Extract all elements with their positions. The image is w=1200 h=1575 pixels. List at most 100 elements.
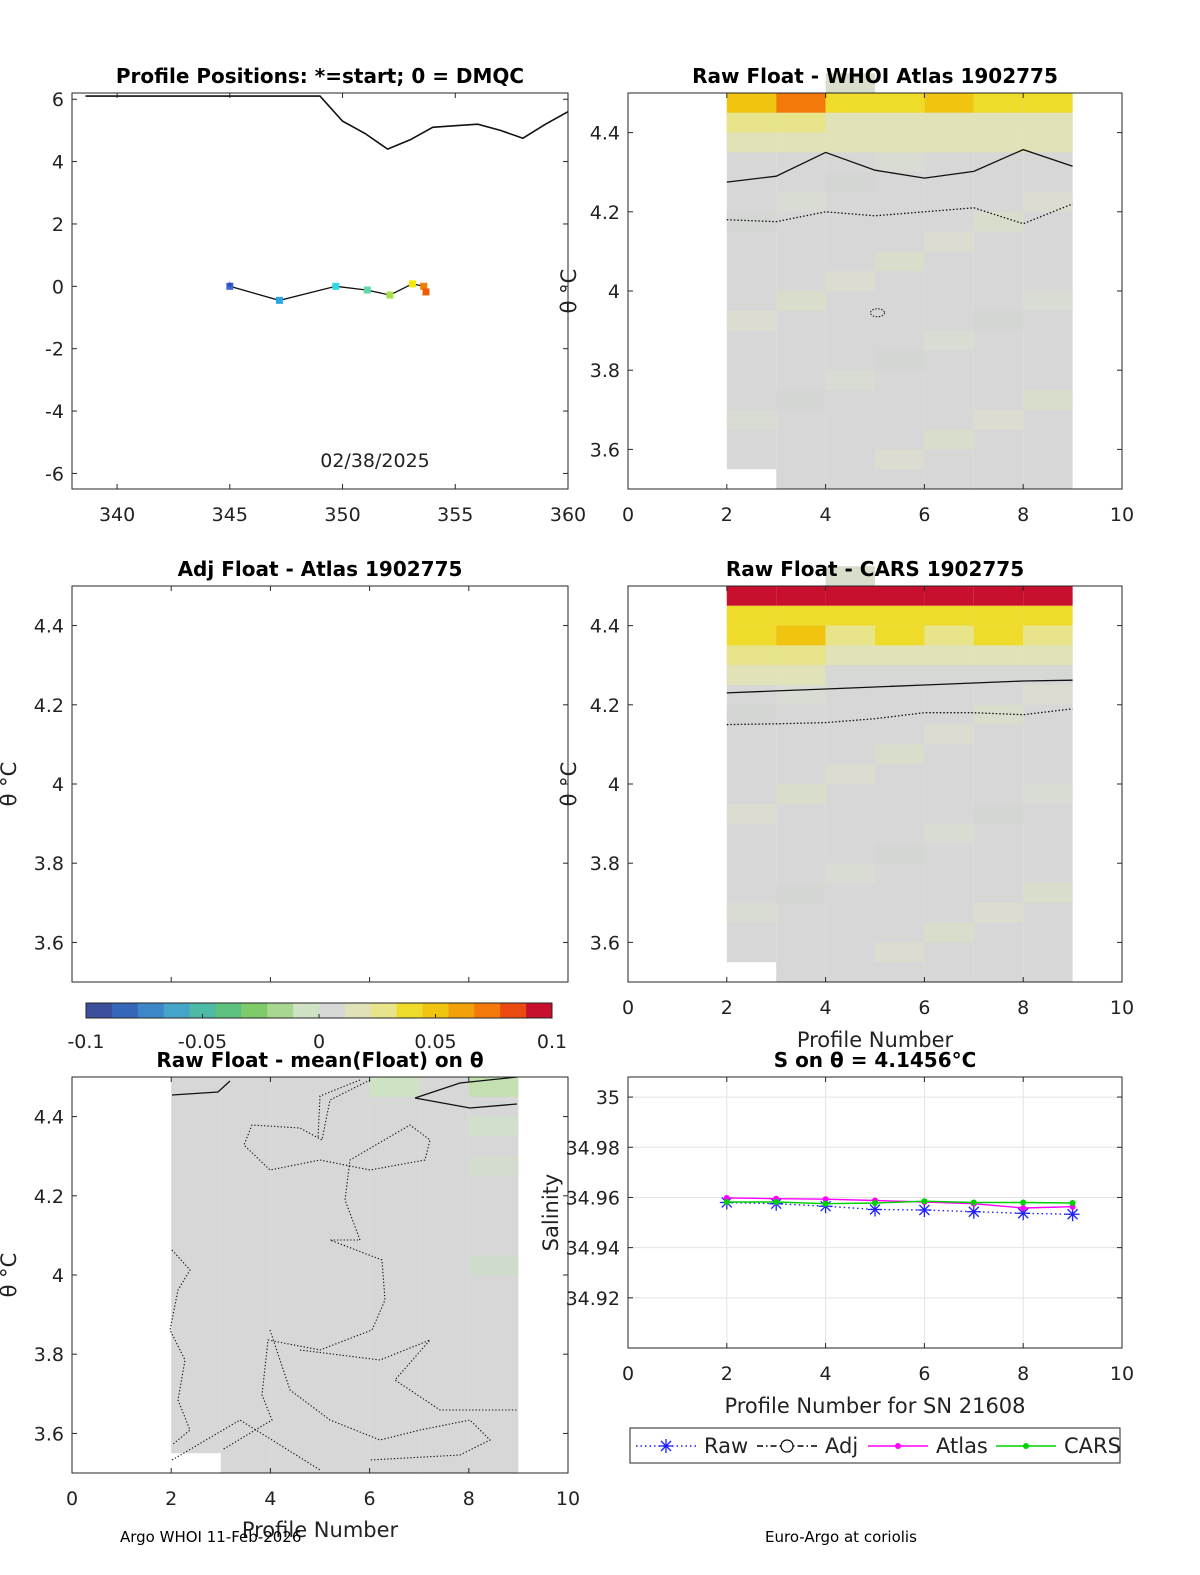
coastline bbox=[85, 95, 569, 151]
raw-cars-ytick-label: 4.2 bbox=[590, 695, 620, 717]
positions-panel: * Profile Positions: *=start; 0 = DMQC 6 4 2… bbox=[45, 64, 586, 526]
series-point-atlas bbox=[1020, 1204, 1027, 1211]
raw-cars-cell bbox=[924, 625, 974, 646]
salinity-panel: S on θ = 4.1456°C 35 34.98 34.96 34.94 34.92 0… bbox=[539, 1048, 1134, 1464]
legend-label-raw: Raw bbox=[704, 1434, 748, 1458]
raw-cars-xtick-label: 4 bbox=[820, 997, 832, 1019]
raw-whoi-xtick-label: 10 bbox=[1110, 504, 1134, 526]
raw-cars-cell bbox=[924, 823, 974, 844]
positions-ytick-label: -4 bbox=[45, 401, 64, 423]
raw-cars-xlabel: Profile Number bbox=[797, 1028, 954, 1052]
raw-whoi-cell bbox=[1023, 112, 1073, 133]
legend-marker-adj bbox=[780, 1439, 794, 1453]
raw-cars-cell bbox=[924, 724, 974, 745]
series-point-cars bbox=[723, 1198, 730, 1205]
raw-whoi-cell bbox=[1023, 291, 1073, 311]
raw-cars-cell bbox=[875, 645, 925, 666]
raw-cars-cell bbox=[973, 704, 1024, 725]
profile-position-point bbox=[386, 291, 394, 299]
raw-whoi-cell bbox=[924, 231, 974, 252]
adj-atlas-ylabel: θ °C bbox=[0, 762, 21, 807]
salinity-title: S on θ = 4.1456°C bbox=[774, 1048, 977, 1072]
raw-whoi-panel: Raw Float - WHOI Atlas 1902775 4.4 4.2 4 3.8… bbox=[557, 64, 1134, 526]
raw-cars-cell bbox=[726, 803, 777, 824]
raw-mean-cell bbox=[468, 1156, 519, 1176]
raw-whoi-cell bbox=[776, 112, 826, 133]
colorbar-swatch bbox=[267, 1003, 294, 1018]
colorbar-swatch bbox=[526, 1003, 553, 1018]
raw-cars-cell bbox=[875, 665, 925, 685]
raw-cars-cell bbox=[825, 566, 875, 586]
legend-marker-raw bbox=[659, 1439, 673, 1453]
raw-cars-cell bbox=[776, 784, 826, 804]
raw-mean-cell bbox=[369, 1077, 420, 1097]
raw-cars-cell bbox=[875, 843, 925, 864]
raw-whoi-xtick-label: 4 bbox=[820, 504, 832, 526]
contour-dotted bbox=[869, 308, 885, 318]
raw-whoi-cell bbox=[924, 93, 974, 489]
raw-cars-cell bbox=[973, 625, 1024, 646]
raw-whoi-ylabel: θ °C bbox=[557, 269, 581, 314]
raw-whoi-cell bbox=[776, 93, 826, 113]
raw-cars-xtick-label: 8 bbox=[1017, 997, 1029, 1019]
raw-whoi-xtick-label: 8 bbox=[1017, 504, 1029, 526]
raw-cars-cell bbox=[825, 863, 875, 883]
colorbar-swatch bbox=[319, 1003, 346, 1018]
raw-cars-cell bbox=[973, 665, 1024, 685]
raw-whoi-ytick-label: 4.4 bbox=[590, 123, 620, 145]
raw-cars-cell bbox=[776, 625, 826, 646]
raw-mean-ytick-label: 4.2 bbox=[34, 1186, 64, 1208]
raw-mean-cell bbox=[419, 1077, 469, 1473]
series-point-atlas bbox=[822, 1196, 829, 1203]
raw-whoi-cell bbox=[776, 192, 826, 212]
raw-mean-xtick-label: 10 bbox=[556, 1488, 580, 1510]
colorbar-swatch bbox=[396, 1003, 424, 1018]
raw-cars-cell bbox=[875, 942, 925, 963]
salinity-xtick-label: 8 bbox=[1017, 1363, 1029, 1385]
raw-whoi-title: Raw Float - WHOI Atlas 1902775 bbox=[692, 64, 1058, 88]
footer-right: Euro-Argo at coriolis bbox=[765, 1528, 917, 1546]
raw-mean-cell bbox=[468, 1116, 519, 1137]
positions-xtick-label: 340 bbox=[99, 504, 135, 526]
raw-cars-cell bbox=[776, 605, 826, 626]
salinity-xlabel: Profile Number for SN 21608 bbox=[724, 1394, 1025, 1418]
colorbar-tick-label: -0.1 bbox=[67, 1031, 104, 1053]
raw-cars-cell bbox=[1023, 605, 1073, 626]
raw-cars-cell bbox=[776, 685, 826, 705]
raw-mean-title: Raw Float - mean(Float) on θ bbox=[156, 1048, 483, 1072]
raw-whoi-cell bbox=[726, 310, 777, 331]
colorbar-swatch bbox=[344, 1003, 372, 1018]
legend-label-adj: Adj bbox=[825, 1434, 858, 1458]
contour-dotted bbox=[726, 203, 1073, 225]
profile-position-point bbox=[422, 288, 430, 296]
positions-xtick-label: 345 bbox=[212, 504, 248, 526]
raw-whoi-cell bbox=[825, 73, 875, 93]
raw-whoi-cell bbox=[726, 93, 777, 113]
series-point-cars bbox=[822, 1200, 829, 1207]
raw-whoi-cell bbox=[875, 132, 925, 153]
colorbar-swatch bbox=[422, 1003, 449, 1018]
series-point-raw bbox=[1016, 1206, 1031, 1221]
raw-whoi-ytick-label: 3.8 bbox=[590, 360, 620, 382]
raw-cars-cell bbox=[1023, 645, 1073, 666]
raw-cars-cell bbox=[973, 902, 1024, 923]
raw-mean-cell bbox=[320, 1077, 370, 1473]
raw-whoi-cell bbox=[1023, 93, 1073, 113]
salinity-xtick-label: 4 bbox=[820, 1363, 832, 1385]
adj-atlas-panel: Adj Float - Atlas 1902775 4.4 4.2 4 3.8 3.6 θ … bbox=[0, 557, 569, 983]
raw-mean-cell bbox=[468, 1077, 519, 1097]
raw-cars-cell bbox=[776, 645, 826, 666]
colorbar-swatch bbox=[474, 1003, 501, 1018]
salinity-xtick-label: 2 bbox=[721, 1363, 733, 1385]
raw-whoi-cell bbox=[825, 112, 875, 133]
raw-cars-cell bbox=[924, 665, 974, 685]
raw-whoi-cell bbox=[924, 132, 974, 153]
raw-mean-cell bbox=[369, 1077, 420, 1473]
raw-whoi-cell bbox=[726, 93, 777, 470]
legend-marker-atlas bbox=[895, 1443, 901, 1449]
raw-cars-cell bbox=[726, 902, 777, 923]
raw-whoi-cell bbox=[825, 370, 875, 390]
raw-whoi-cell bbox=[924, 429, 974, 450]
contour-dotted bbox=[221, 1079, 431, 1451]
salinity-axes-frame bbox=[627, 1076, 1123, 1349]
